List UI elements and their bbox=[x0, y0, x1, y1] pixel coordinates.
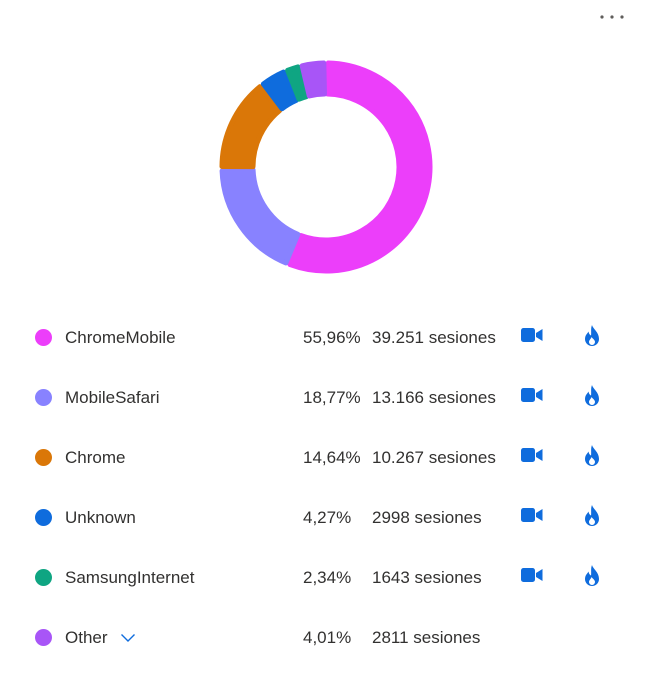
legend-color-dot bbox=[35, 449, 52, 466]
donut-slice-other[interactable] bbox=[299, 60, 327, 99]
legend-label: MobileSafari bbox=[65, 388, 160, 407]
donut-slice-chromemobile[interactable] bbox=[287, 60, 433, 274]
legend-color-dot bbox=[35, 329, 52, 346]
legend-row: ChromeMobile 55,96% 39.251 sesiones bbox=[0, 308, 653, 368]
legend-sessions: 2998 sesiones bbox=[372, 508, 482, 527]
legend-color-dot bbox=[35, 629, 52, 646]
legend-sessions: 2811 sesiones bbox=[372, 628, 481, 647]
donut-slice-unknown[interactable] bbox=[260, 69, 299, 112]
legend-sessions: 13.166 sesiones bbox=[372, 388, 496, 407]
more-options-button[interactable] bbox=[596, 6, 628, 28]
video-camera-icon[interactable] bbox=[521, 387, 543, 408]
legend-label: ChromeMobile bbox=[65, 328, 176, 347]
chevron-down-icon[interactable] bbox=[120, 628, 136, 648]
flame-icon[interactable] bbox=[583, 564, 601, 593]
flame-icon[interactable] bbox=[583, 384, 601, 413]
legend-row: Other 4,01% 2811 sesiones bbox=[0, 608, 653, 668]
legend-percent: 4,27% bbox=[303, 508, 352, 527]
legend-row: SamsungInternet 2,34% 1643 sesiones bbox=[0, 548, 653, 608]
legend-label: SamsungInternet bbox=[65, 568, 195, 587]
donut-chart bbox=[0, 0, 653, 300]
video-camera-icon[interactable] bbox=[521, 447, 543, 468]
more-horizontal-icon bbox=[600, 15, 624, 19]
legend-percent: 55,96% bbox=[303, 328, 361, 347]
legend-row: MobileSafari 18,77% 13.166 sesiones bbox=[0, 368, 653, 428]
legend-row: Unknown 4,27% 2998 sesiones bbox=[0, 488, 653, 548]
legend-percent: 2,34% bbox=[303, 568, 352, 587]
donut-slice-samsunginternet[interactable] bbox=[285, 64, 309, 102]
legend-sessions: 1643 sesiones bbox=[372, 568, 482, 587]
legend-color-dot bbox=[35, 509, 52, 526]
donut-chart-svg bbox=[219, 60, 433, 274]
donut-slice-mobilesafari[interactable] bbox=[219, 167, 301, 266]
legend-percent: 14,64% bbox=[303, 448, 361, 467]
video-camera-icon[interactable] bbox=[521, 507, 543, 528]
legend-label: Other bbox=[65, 628, 108, 647]
legend-label: Unknown bbox=[65, 508, 136, 527]
legend-sessions: 10.267 sesiones bbox=[372, 448, 496, 467]
legend-label: Chrome bbox=[65, 448, 126, 467]
flame-icon[interactable] bbox=[583, 444, 601, 473]
legend-color-dot bbox=[35, 389, 52, 406]
legend-color-dot bbox=[35, 569, 52, 586]
legend-sessions: 39.251 sesiones bbox=[372, 328, 496, 347]
donut-slice-chrome[interactable] bbox=[219, 84, 283, 170]
flame-icon[interactable] bbox=[583, 324, 601, 353]
legend-percent: 4,01% bbox=[303, 628, 352, 647]
video-camera-icon[interactable] bbox=[521, 327, 543, 348]
video-camera-icon[interactable] bbox=[521, 567, 543, 588]
legend-percent: 18,77% bbox=[303, 388, 361, 407]
flame-icon[interactable] bbox=[583, 504, 601, 533]
legend-row: Chrome 14,64% 10.267 sesiones bbox=[0, 428, 653, 488]
